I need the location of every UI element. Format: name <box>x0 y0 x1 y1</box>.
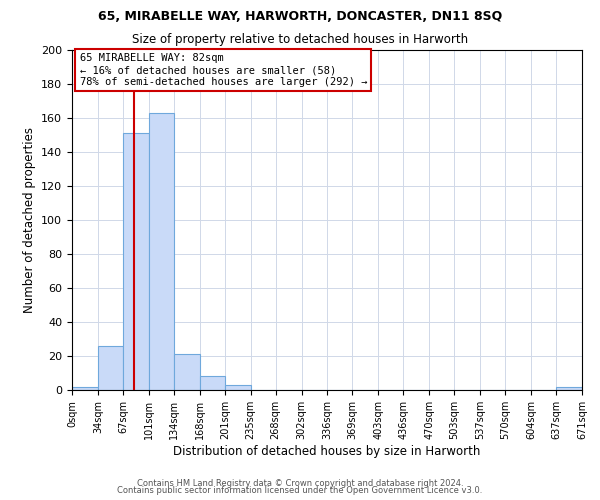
Bar <box>225 385 251 390</box>
Text: Contains HM Land Registry data © Crown copyright and database right 2024.: Contains HM Land Registry data © Crown c… <box>137 478 463 488</box>
Text: 65 MIRABELLE WAY: 82sqm
← 16% of detached houses are smaller (58)
78% of semi-de: 65 MIRABELLE WAY: 82sqm ← 16% of detache… <box>80 54 367 86</box>
Bar <box>174 354 200 390</box>
Bar <box>200 376 225 390</box>
Bar <box>98 346 123 390</box>
Bar <box>149 113 174 390</box>
Text: Size of property relative to detached houses in Harworth: Size of property relative to detached ho… <box>132 32 468 46</box>
Bar <box>123 134 149 390</box>
Y-axis label: Number of detached properties: Number of detached properties <box>23 127 35 313</box>
X-axis label: Distribution of detached houses by size in Harworth: Distribution of detached houses by size … <box>173 444 481 458</box>
Bar <box>556 386 582 390</box>
Bar <box>72 386 98 390</box>
Text: 65, MIRABELLE WAY, HARWORTH, DONCASTER, DN11 8SQ: 65, MIRABELLE WAY, HARWORTH, DONCASTER, … <box>98 10 502 23</box>
Text: Contains public sector information licensed under the Open Government Licence v3: Contains public sector information licen… <box>118 486 482 495</box>
